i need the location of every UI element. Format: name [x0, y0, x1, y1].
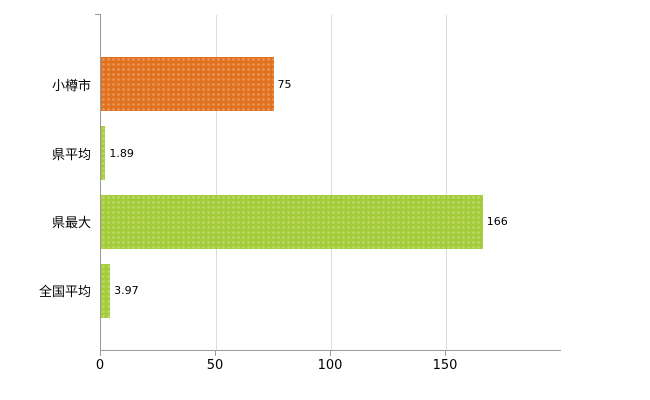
y-axis-label: 県平均 — [51, 147, 91, 163]
gridline — [446, 15, 447, 350]
bar-row: 75 — [101, 50, 561, 119]
gridline — [331, 15, 332, 350]
bar-value-label: 3.97 — [114, 284, 139, 298]
gridline — [216, 15, 217, 350]
bar — [101, 57, 274, 112]
bar-row: 1.89 — [101, 119, 561, 188]
y-axis-label: 小樽市 — [51, 78, 91, 94]
y-axis-labels: 小樽市県平均県最大全国平均 — [0, 15, 97, 350]
y-axis-label: 県最大 — [51, 216, 91, 232]
x-axis-tick — [215, 351, 216, 356]
x-axis-tick — [330, 351, 331, 356]
y-axis-tick — [95, 14, 101, 15]
bar-row: 166 — [101, 188, 561, 257]
x-axis-tick-label: 0 — [95, 358, 105, 373]
x-axis-tick-label: 100 — [317, 358, 343, 373]
bar-value-label: 166 — [486, 215, 508, 229]
bar — [101, 263, 111, 318]
plot-area: 75 1.89 166 3.97 — [95, 14, 561, 351]
x-axis-tick-label: 150 — [432, 358, 458, 373]
y-axis-label: 全国平均 — [38, 285, 91, 301]
x-axis-tick-label: 50 — [206, 358, 224, 373]
bar-value-label: 75 — [277, 77, 292, 91]
x-axis: 0 50 100 150 — [96, 351, 560, 381]
x-axis-tick — [445, 351, 446, 356]
bar — [101, 194, 483, 249]
bars: 75 1.89 166 3.97 — [101, 50, 561, 325]
bar-value-label: 1.89 — [109, 146, 134, 160]
x-axis-tick — [100, 351, 101, 356]
bar — [101, 126, 106, 181]
bar-row: 3.97 — [101, 256, 561, 325]
